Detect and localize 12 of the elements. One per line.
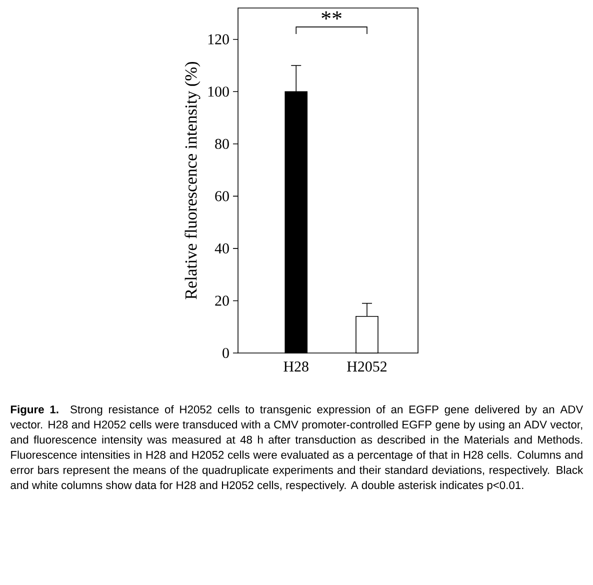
- text: Figure 1. Strong resistance of H2052 cells to transgenic expression of an EGFP gene delivered by an ADV vector. H28 and H2052 cells were transduced with a CMV promoter-controlled EGFP gene by using an ADV vector, and fluorescence intensity was measured at 48 h after transduction as described in the Materials and Methods. Fluorescence intensities in H28 and H2052 cells were evaluated as a percentage of that in H28 cells. Columns and error bars represent the means of the quadruplicate experiments and their standard deviations, respectively. Black and white columns show data for H28 and H2052 cells, respectively. A double asterisk indicates p<0.01.: [10, 405, 584, 492]
- x-tick-label: H28: [284, 362, 308, 372]
- y-tick-label: 0: [222, 348, 229, 358]
- x-tick-label: H2052: [347, 362, 386, 372]
- y-tick-label: 20: [215, 296, 229, 306]
- y-axis-title: Relative fluorescence intensity (%): [184, 62, 200, 300]
- annotation: **: [322, 11, 342, 20]
- y-tick-label: 80: [215, 138, 229, 149]
- y-tick-label: 100: [208, 86, 229, 97]
- y-tick-label: 60: [215, 191, 229, 202]
- y-tick-label: 120: [208, 34, 229, 44]
- y-tick-label: 40: [214, 243, 229, 254]
